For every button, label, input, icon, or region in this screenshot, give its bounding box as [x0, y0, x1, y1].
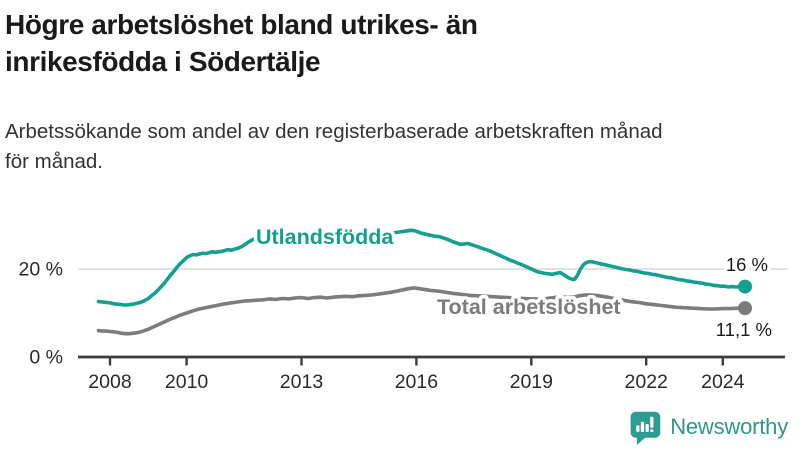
- series-end-dot-utlandsfodda: [738, 279, 753, 294]
- x-tick-label-2022: 2022: [625, 371, 668, 393]
- page-title-line-1: Högre arbetslöshet bland utrikes- än: [5, 9, 478, 40]
- x-tick-label-2024: 2024: [701, 371, 745, 393]
- end-value-label-utlandsfodda: 16 %: [726, 254, 768, 275]
- series-line-total: [96, 286, 747, 336]
- page-title: Högre arbetslöshet bland utrikes- än inr…: [5, 6, 478, 80]
- x-tick-label-2010: 2010: [165, 371, 209, 393]
- page-title-line-2: inrikesfödda i Södertälje: [5, 46, 321, 77]
- newsworthy-logo-icon: [630, 411, 661, 445]
- series-label-utlandsfodda: Utlandsfödda: [256, 225, 394, 249]
- newsworthy-logo-text: Newsworthy: [670, 414, 788, 439]
- end-value-label-total: 11,1 %: [716, 319, 772, 340]
- y-tick-label-20: 20 %: [19, 259, 63, 281]
- series-label-total-halo: Total arbetslöshet: [437, 295, 621, 319]
- series-label-utlandsfodda-halo: Utlandsfödda: [256, 225, 394, 249]
- series-line-utlandsfodda: [96, 228, 747, 307]
- newsworthy-logo: Newsworthy: [627, 409, 788, 445]
- x-tick-label-2008: 2008: [88, 371, 131, 393]
- series-label-total: Total arbetslöshet: [437, 295, 621, 319]
- page-subtitle: Arbetssökande som andel av den registerb…: [5, 117, 663, 177]
- end-value-label-total-halo: 11,1 %: [716, 319, 772, 340]
- x-tick-label-2019: 2019: [510, 371, 553, 393]
- y-tick-label-0: 0 %: [29, 347, 63, 369]
- page-subtitle-line-1: Arbetssökande som andel av den registerb…: [5, 120, 663, 143]
- end-value-label-utlandsfodda-halo: 16 %: [726, 254, 768, 275]
- x-tick-label-2013: 2013: [280, 371, 323, 393]
- x-tick-label-2016: 2016: [395, 371, 438, 393]
- page-subtitle-line-2: för månad.: [5, 150, 103, 173]
- series-end-dot-total: [738, 301, 753, 316]
